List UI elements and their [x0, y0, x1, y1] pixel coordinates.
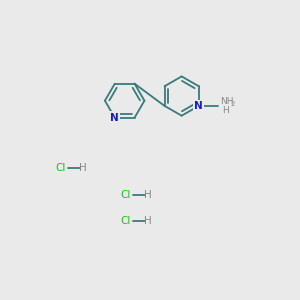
Text: Cl: Cl	[121, 216, 131, 226]
Text: H: H	[222, 106, 229, 115]
Text: N: N	[110, 113, 119, 123]
Text: N: N	[194, 101, 203, 111]
Text: H: H	[144, 216, 152, 226]
Text: Cl: Cl	[121, 190, 131, 200]
Text: NH: NH	[220, 97, 234, 106]
Text: H: H	[79, 163, 87, 173]
Text: Cl: Cl	[56, 163, 66, 173]
Text: 2: 2	[230, 101, 235, 107]
Text: H: H	[144, 190, 152, 200]
